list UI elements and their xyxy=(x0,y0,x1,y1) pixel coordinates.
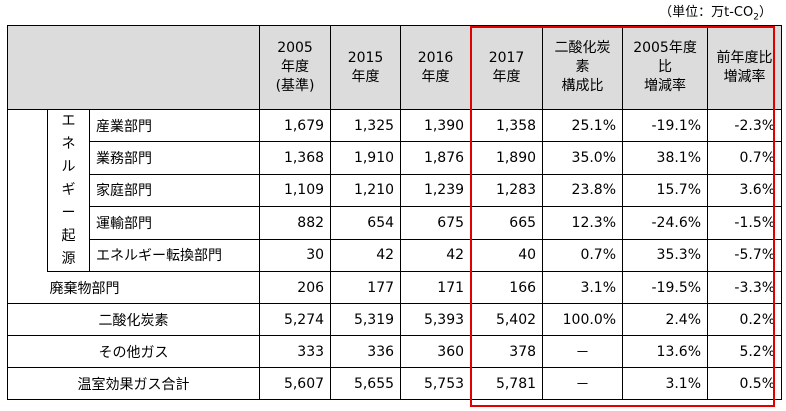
header-vs-2005: 2005年度比増減率 xyxy=(622,25,709,110)
value-cell: 166 xyxy=(470,271,544,304)
header-corner xyxy=(6,25,261,110)
value-cell: 654 xyxy=(330,206,402,240)
value-cell: -19.1% xyxy=(622,108,709,143)
value-cell: 1,325 xyxy=(330,108,402,143)
value-cell: 0.7% xyxy=(707,141,783,175)
table-row: エネルギー転換部門 30 42 42 40 0.7% 35.3% -5.7% xyxy=(8,238,783,273)
value-cell: 5,319 xyxy=(330,303,402,336)
value-cell: 5,753 xyxy=(400,367,472,400)
value-cell: 665 xyxy=(470,206,544,240)
indent-cell xyxy=(7,109,48,272)
value-cell: -5.7% xyxy=(707,238,783,273)
value-cell: 360 xyxy=(400,335,472,368)
row-label: 家庭部門 xyxy=(88,173,261,208)
value-cell: 675 xyxy=(400,206,472,240)
header-vs-prev: 前年度比 増減率 xyxy=(707,25,783,110)
row-label: 産業部門 xyxy=(88,108,261,143)
table-row: 二酸化炭素 5,274 5,319 5,393 5,402 100.0% 2.4% 0.2% xyxy=(6,303,783,336)
value-cell: 171 xyxy=(400,271,472,304)
header-2017: 2017 年度 xyxy=(470,25,544,110)
value-cell: 177 xyxy=(330,271,402,304)
energy-origin-rows: エネルギー起源産業部門 1,679 1,325 1,390 1,358 25.1% -19.… xyxy=(7,108,783,273)
row-label: エネルギー転換部門 xyxy=(88,238,261,273)
value-cell: -2.3% xyxy=(707,108,783,143)
value-cell: 0.5% xyxy=(707,367,783,400)
emissions-table: 2005 年度 (基準) 2015 年度 2016 年度 2017 年度 二酸化炭素構成比… xyxy=(6,25,783,400)
value-cell: 2.4% xyxy=(622,303,709,336)
value-cell: 1,109 xyxy=(259,173,332,208)
value-cell: 35.0% xyxy=(542,141,624,175)
value-cell: 1,390 xyxy=(400,108,472,143)
value-cell: 5,781 xyxy=(470,367,544,400)
value-cell: 30 xyxy=(259,238,332,273)
value-cell: -19.5% xyxy=(622,271,709,304)
value-cell: 42 xyxy=(400,238,472,273)
value-cell: 38.1% xyxy=(622,141,709,175)
header-2016: 2016 年度 xyxy=(400,25,472,110)
value-cell: 1,283 xyxy=(470,173,544,208)
table-row: 温室効果ガス合計 5,607 5,655 5,753 5,781 － 3.1% 0.5% xyxy=(6,367,783,400)
value-cell: 3.6% xyxy=(707,173,783,208)
value-cell: 3.1% xyxy=(622,367,709,400)
total-rows: 二酸化炭素 5,274 5,319 5,393 5,402 100.0% 2.4% 0.2% そ… xyxy=(6,303,783,400)
value-cell: 1,239 xyxy=(400,173,472,208)
value-cell: 0.2% xyxy=(707,303,783,336)
value-cell: 5,402 xyxy=(470,303,544,336)
table-row: その他ガス 333 336 360 378 － 13.6% 5.2% xyxy=(6,335,783,368)
waste-indent-cell xyxy=(7,271,48,304)
value-cell: 206 xyxy=(259,271,332,304)
value-cell: 23.8% xyxy=(542,173,624,208)
value-cell: 100.0% xyxy=(542,303,624,336)
header-2015: 2015 年度 xyxy=(330,25,402,110)
value-cell: 882 xyxy=(259,206,332,240)
table-row: 運輸部門 882 654 675 665 12.3% -24.6% -1.5% xyxy=(8,206,783,240)
value-cell: 40 xyxy=(470,238,544,273)
value-cell: 336 xyxy=(330,335,402,368)
waste-row: 廃棄物部門 206 177 171 166 3.1% -19.5% -3.3% xyxy=(7,271,783,304)
value-cell: 1,890 xyxy=(470,141,544,175)
table-row: 業務部門 1,368 1,910 1,876 1,890 35.0% 38.1% 0.7% xyxy=(8,141,783,175)
value-cell: 378 xyxy=(470,335,544,368)
value-cell: 1,679 xyxy=(259,108,332,143)
value-cell: 333 xyxy=(259,335,332,368)
value-cell: 5.2% xyxy=(707,335,783,368)
value-cell: 5,607 xyxy=(259,367,332,400)
table-row: エネルギー起源産業部門 1,679 1,325 1,390 1,358 25.1% -19.… xyxy=(7,108,783,272)
value-cell: 5,655 xyxy=(330,367,402,400)
value-cell: － xyxy=(542,335,624,368)
table-row: 家庭部門 1,109 1,210 1,239 1,283 23.8% 15.7% 3.6% xyxy=(8,173,783,208)
value-cell: -3.3% xyxy=(707,271,783,304)
header-co2-share: 二酸化炭素構成比 xyxy=(542,25,624,110)
row-label: 廃棄物部門 xyxy=(47,271,261,304)
unit-label: （単位：万t-CO2） xyxy=(659,5,772,23)
value-cell: 15.7% xyxy=(622,173,709,208)
row-label: その他ガス xyxy=(6,335,261,368)
value-cell: 1,876 xyxy=(400,141,472,175)
value-cell: 1,368 xyxy=(259,141,332,175)
value-cell: -24.6% xyxy=(622,206,709,240)
value-cell: 1,358 xyxy=(470,108,544,143)
value-cell: － xyxy=(542,367,624,400)
row-label: 二酸化炭素 xyxy=(6,303,261,336)
value-cell: 0.7% xyxy=(542,238,624,273)
value-cell: 5,393 xyxy=(400,303,472,336)
header-2005: 2005 年度 (基準) xyxy=(259,25,332,110)
value-cell: 12.3% xyxy=(542,206,624,240)
value-cell: 25.1% xyxy=(542,108,624,143)
value-cell: 35.3% xyxy=(622,238,709,273)
value-cell: 13.6% xyxy=(622,335,709,368)
value-cell: -1.5% xyxy=(707,206,783,240)
row-label: 業務部門 xyxy=(88,141,261,175)
value-cell: 1,910 xyxy=(330,141,402,175)
value-cell: 3.1% xyxy=(542,271,624,304)
row-label: 温室効果ガス合計 xyxy=(6,367,261,400)
energy-origin-label: エネルギー起源 xyxy=(47,109,90,272)
header-row: 2005 年度 (基準) 2015 年度 2016 年度 2017 年度 二酸化炭素構成比… xyxy=(6,25,783,110)
row-label: 運輸部門 xyxy=(88,206,261,240)
value-cell: 42 xyxy=(330,238,402,273)
value-cell: 5,274 xyxy=(259,303,332,336)
value-cell: 1,210 xyxy=(330,173,402,208)
